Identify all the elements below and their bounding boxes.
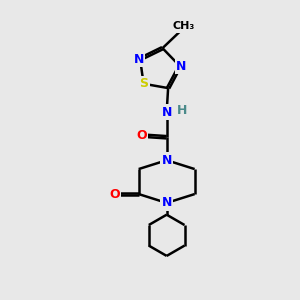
Text: N: N: [161, 106, 172, 119]
Text: N: N: [176, 60, 187, 73]
Text: O: O: [109, 188, 120, 201]
Text: H: H: [177, 104, 187, 117]
Text: S: S: [139, 77, 148, 90]
Text: O: O: [136, 129, 147, 142]
Text: N: N: [161, 154, 172, 167]
Text: N: N: [161, 196, 172, 209]
Text: CH₃: CH₃: [172, 21, 194, 32]
Text: N: N: [134, 52, 144, 66]
